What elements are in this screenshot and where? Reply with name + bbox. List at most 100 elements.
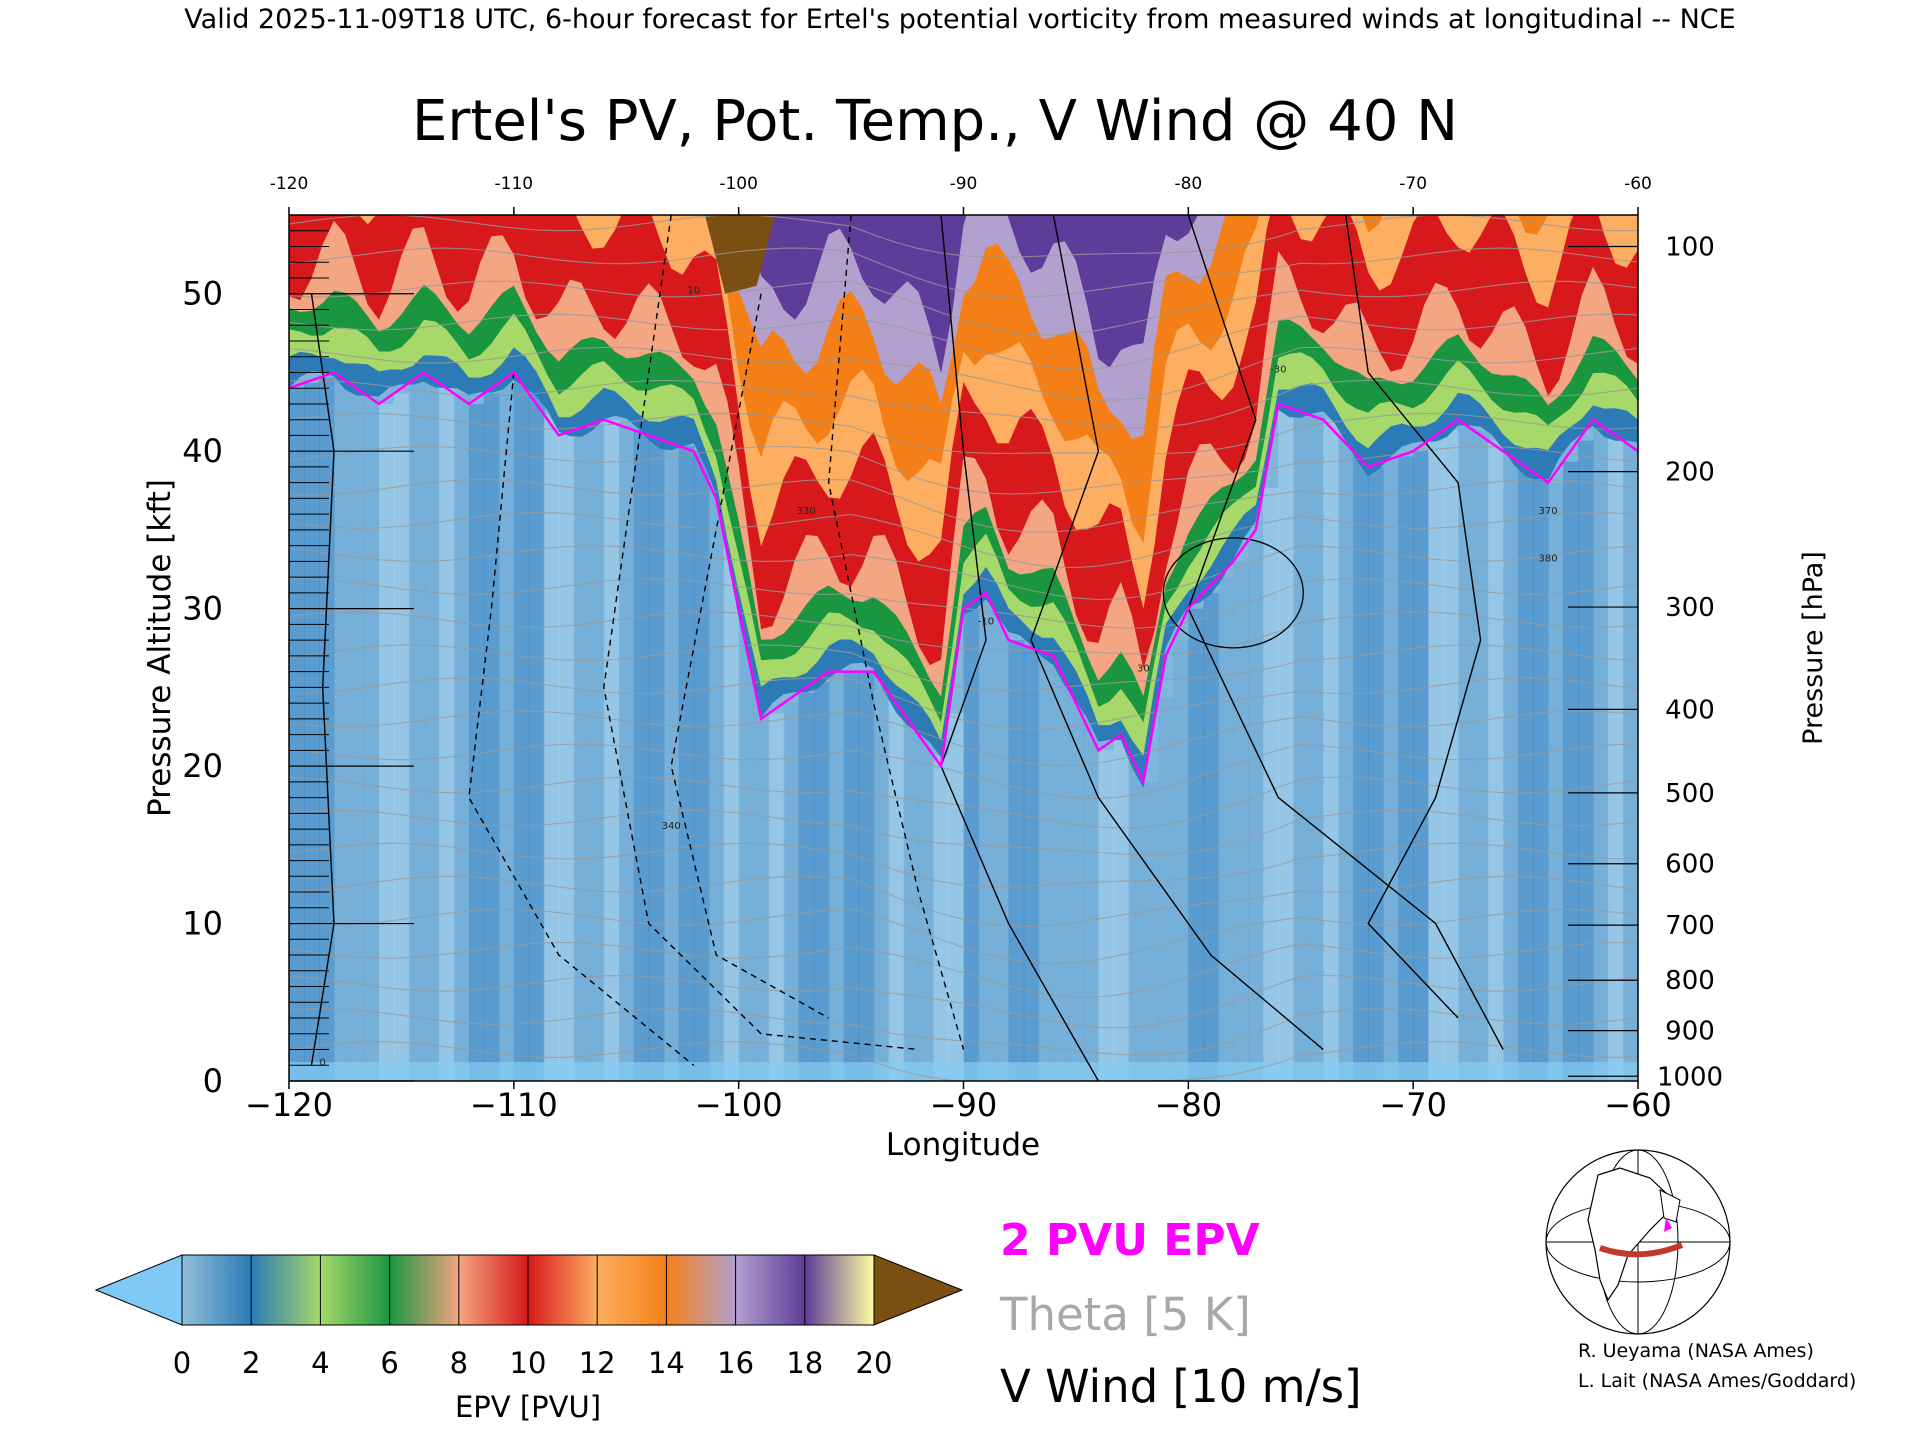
top-tick-label: -70 [1399,174,1427,194]
pv-stripe [1173,640,1190,1081]
top-tick-label: -60 [1624,174,1652,194]
pv-over-patch [704,215,775,294]
theta-contour [289,974,1638,1029]
pv-stripe [978,598,995,1081]
colorbar-segment [666,1255,737,1325]
theta-contour [289,247,1638,298]
two-pvu-line [289,370,1638,786]
pv-stripe [1338,435,1355,1081]
pv-stripe [918,734,935,1081]
pv-stripe [1278,403,1295,1081]
colorbar-segment [389,1255,460,1325]
x-tick-label: −110 [470,1086,558,1124]
colorbar-under-arrow [94,1254,183,1326]
pv-stripe [1368,466,1385,1081]
wind-contour [940,215,1100,1081]
contour-label: 0 [320,1057,326,1068]
legend-theta: Theta [5 K] [999,1288,1251,1341]
colorbar-tick-label: 20 [856,1346,893,1380]
pv-stripe [1128,750,1145,1081]
pv-stripe [1518,461,1535,1081]
colorbar-segment [458,1255,529,1325]
pv-stripe [1473,430,1490,1081]
theta-contour [289,677,1638,731]
pv-stripe [1578,440,1595,1081]
theta-contour [289,379,1638,429]
contour-label: 340 [662,821,681,832]
colorbar-tick-label: 16 [717,1346,754,1380]
pv-stripe [1323,419,1340,1081]
contour-label: 30 [1137,664,1150,675]
legend-wind: V Wind [10 m/s] [1000,1360,1362,1413]
pv-stripe [1143,781,1160,1081]
colorbar-tick-label: 0 [173,1346,191,1380]
contour-label: 330 [797,506,816,517]
pv-stripe [828,671,845,1081]
top-tick-label: -100 [719,174,758,194]
pv-stripe [1113,739,1130,1081]
wind-contour [1345,215,1482,1019]
top-tick-label: -90 [950,174,978,194]
pv-stripe [393,393,410,1081]
pv-stripe [1293,409,1310,1081]
pressure-tick-label: 1000 [1657,1062,1723,1092]
colorbar-segment [804,1255,875,1325]
pv-stripe [1068,687,1085,1081]
pressure-tick-label: 900 [1665,1017,1715,1047]
top-tick-label: -120 [270,174,309,194]
pv-stripe [783,703,800,1081]
theta-contour [289,941,1638,998]
pv-stripes [289,372,1638,1081]
theta-contour [289,611,1638,655]
y-tick-label: 40 [182,432,223,470]
credit-2: L. Lait (NASA Ames/Goddard) [1578,1370,1856,1392]
pv-stripe-surface [289,1062,1638,1081]
theta-contour [289,743,1638,800]
pv-stripe [738,608,755,1081]
chart-title: Ertel's PV, Pot. Temp., V Wind @ 40 N [412,89,1458,154]
pv-stripe [558,435,575,1081]
pv-stripe [1443,430,1460,1081]
credit-1: R. Ueyama (NASA Ames) [1578,1340,1814,1362]
pv-stripe [1083,718,1100,1081]
colorbar-tick-label: 14 [648,1346,685,1380]
wind-contour [1030,215,1324,1051]
pv-stripe [633,430,650,1081]
theta-contour [289,215,1638,258]
pv-stripe [1098,750,1115,1081]
colorbar-segment [528,1255,598,1325]
pv-stripe [1233,561,1250,1081]
pv-stripe [438,382,455,1081]
colorbar: 0 2 4 6 8 10 12 14 16 18 20 [94,1254,964,1380]
top-tick-label: -110 [495,174,534,194]
wind-contour [603,215,919,1051]
contour-label: -30 [1270,364,1286,375]
pv-stripe [1353,451,1370,1081]
pv-stripe [1038,650,1055,1081]
wind-contour [468,372,695,1066]
pv-band [289,215,1638,669]
theta-contour [289,479,1638,533]
plot-area: 10 30 -10 -30 330 340 370 380 0 [289,215,1638,1081]
pv-stripe [888,692,905,1081]
theta-contour [289,512,1638,569]
colorbar-segment [735,1255,806,1325]
pv-stripe [348,382,365,1081]
pressure-tick-label: 400 [1665,695,1715,725]
theta-contour [289,875,1638,927]
y-axis-label-right: Pressure [hPa] [1798,551,1829,745]
x-tick-label: −80 [1155,1086,1223,1124]
pv-stripe [693,451,710,1081]
top-tick-label: -80 [1174,174,1202,194]
theta-contour [289,280,1638,336]
pv-stripe [903,713,920,1081]
colorbar-tick-label: 2 [242,1346,260,1380]
pv-stripe [723,535,740,1081]
colorbar-label: EPV [PVU] [455,1390,601,1424]
pv-stripe [1503,451,1520,1081]
theta-contour [289,313,1638,370]
x-tick-label: −60 [1604,1086,1672,1124]
pressure-tick-label: 500 [1665,779,1715,809]
y-tick-label: 0 [203,1062,223,1100]
theta-contour [289,346,1638,401]
